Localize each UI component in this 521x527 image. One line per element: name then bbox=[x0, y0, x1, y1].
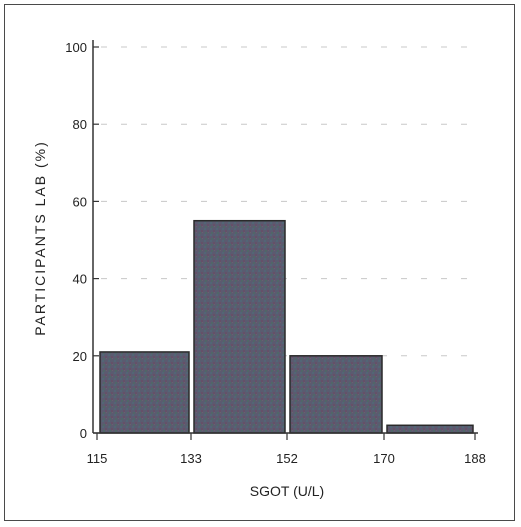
y-axis-title: PARTICIPANTS LAB (%) bbox=[32, 140, 48, 336]
y-tick-label: 80 bbox=[73, 117, 87, 132]
x-axis-title: SGOT (U/L) bbox=[250, 483, 324, 499]
histogram-bar-115-133 bbox=[100, 352, 189, 433]
x-tick-label: 170 bbox=[373, 451, 395, 466]
y-axis-ticks: 0 20 40 60 80 100 bbox=[65, 40, 99, 441]
histogram-bar-152-170 bbox=[290, 356, 382, 433]
y-tick-label: 0 bbox=[80, 426, 87, 441]
bars bbox=[100, 221, 473, 433]
histogram-bar-133-152 bbox=[194, 221, 285, 433]
x-tick-label: 188 bbox=[464, 451, 486, 466]
y-tick-label: 40 bbox=[73, 272, 87, 287]
y-tick-label: 100 bbox=[65, 40, 87, 55]
x-tick-label: 152 bbox=[276, 451, 298, 466]
x-tick-label: 115 bbox=[87, 451, 108, 466]
histogram-bar-170-188 bbox=[387, 425, 473, 433]
y-tick-label: 60 bbox=[73, 194, 87, 209]
x-tick-label: 133 bbox=[180, 451, 202, 466]
gridlines bbox=[101, 47, 474, 356]
x-axis-ticks: 115 133 152 170 188 bbox=[87, 433, 486, 466]
y-tick-label: 20 bbox=[73, 349, 87, 364]
